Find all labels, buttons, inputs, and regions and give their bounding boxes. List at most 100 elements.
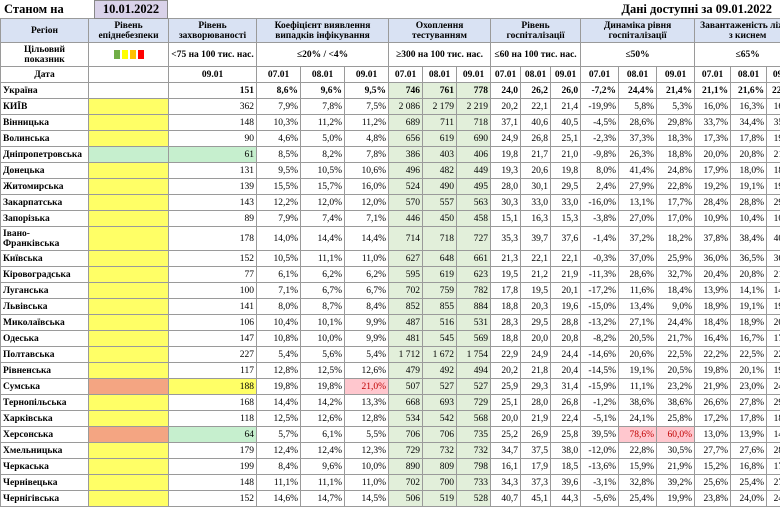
det-cell: 4,6%: [257, 131, 301, 147]
legend-swatch-red: [138, 50, 144, 59]
det-cell: 11,2%: [301, 115, 345, 131]
tst-cell: 855: [423, 299, 457, 315]
det-cell: 19,8%: [257, 379, 301, 395]
det-cell: 12,5%: [301, 363, 345, 379]
hsp-cell: 20,8: [551, 331, 581, 347]
oxy-cell: 18,0%: [731, 163, 767, 179]
dyn-cell: -7,2%: [581, 83, 619, 99]
oxy-cell: 13,9%: [731, 427, 767, 443]
det-cell: 7,9%: [257, 211, 301, 227]
hsp-cell: 28,3: [491, 315, 521, 331]
hsp-cell: 17,8: [491, 283, 521, 299]
det-cell: 12,8%: [345, 411, 389, 427]
hsp-cell: 31,4: [551, 379, 581, 395]
hsp-cell: 37,6: [551, 227, 581, 251]
dyn-cell: 2,4%: [581, 179, 619, 195]
oxy-cell: 33,7%: [695, 115, 731, 131]
epidemic-status-table: Регіон Рівень епіднебезпеки Рівень захво…: [0, 18, 780, 507]
oxy-cell: 36,9%: [767, 251, 780, 267]
incidence-cell: 106: [169, 315, 257, 331]
dyn-cell: -15,9%: [581, 379, 619, 395]
incidence-cell: 362: [169, 99, 257, 115]
region-name: Одеська: [1, 331, 89, 347]
target-hosp-dynamics: ≤50%: [581, 43, 695, 67]
hsp-cell: 34,7: [491, 443, 521, 459]
level-cell: [89, 315, 169, 331]
hsp-cell: 20,2: [491, 99, 521, 115]
hsp-cell: 16,3: [521, 211, 551, 227]
region-name: Івано-Франківська: [1, 227, 89, 251]
dyn-cell: -0,3%: [581, 251, 619, 267]
hsp-cell: 21,3: [491, 251, 521, 267]
dyn-cell: -16,0%: [581, 195, 619, 211]
oxy-cell: 28,4%: [695, 195, 731, 211]
oxy-cell: 16,3%: [731, 99, 767, 115]
oxy-cell: 27,8%: [767, 475, 780, 491]
oxy-cell: 22,5%: [731, 347, 767, 363]
oxy-cell: 17,2%: [695, 411, 731, 427]
incidence-cell: 199: [169, 459, 257, 475]
oxy-cell: 21,7%: [767, 267, 780, 283]
det-cell: 8,2%: [301, 147, 345, 163]
dyn-cell: 37,2%: [619, 227, 657, 251]
region-name: Херсонська: [1, 427, 89, 443]
date-cell: 07.01: [257, 67, 301, 83]
oxy-cell: 20,8%: [731, 147, 767, 163]
region-name: Запорізька: [1, 211, 89, 227]
dyn-cell: 60,0%: [657, 427, 695, 443]
det-cell: 4,8%: [345, 131, 389, 147]
det-cell: 10,0%: [301, 331, 345, 347]
incidence-cell: 178: [169, 227, 257, 251]
oxy-cell: 14,1%: [731, 283, 767, 299]
hsp-cell: 25,1: [551, 131, 581, 147]
date-cell: 09.01: [345, 67, 389, 83]
det-cell: 9,6%: [301, 459, 345, 475]
oxy-cell: 20,4%: [695, 267, 731, 283]
det-cell: 12,3%: [345, 443, 389, 459]
oxy-cell: 15,2%: [695, 459, 731, 475]
date-cell: 08.01: [423, 67, 457, 83]
target-incidence: <75 на 100 тис. нас.: [169, 43, 257, 67]
det-cell: 16,0%: [345, 179, 389, 195]
det-cell: 13,3%: [345, 395, 389, 411]
dyn-cell: 32,8%: [619, 475, 657, 491]
hsp-cell: 19,8: [551, 163, 581, 179]
det-cell: 8,4%: [257, 459, 301, 475]
incidence-cell: 188: [169, 379, 257, 395]
dyn-cell: 39,5%: [581, 427, 619, 443]
oxy-cell: 19,5%: [767, 299, 780, 315]
hsp-cell: 21,0: [551, 147, 581, 163]
region-name: Сумська: [1, 379, 89, 395]
oxy-cell: 19,8%: [695, 363, 731, 379]
tst-cell: 852: [389, 299, 423, 315]
det-cell: 6,7%: [345, 283, 389, 299]
dyn-cell: 13,4%: [619, 299, 657, 315]
level-cell: [89, 491, 169, 507]
hsp-cell: 29,5: [551, 179, 581, 195]
dyn-cell: 18,8%: [657, 147, 695, 163]
incidence-cell: 77: [169, 267, 257, 283]
hsp-cell: 28,0: [521, 395, 551, 411]
hsp-cell: 35,3: [491, 227, 521, 251]
level-cell: [89, 147, 169, 163]
target-testing: ≥300 на 100 тис. нас.: [389, 43, 491, 67]
hsp-cell: 19,3: [491, 163, 521, 179]
dyn-cell: 8,0%: [581, 163, 619, 179]
dyn-cell: 24,4%: [619, 83, 657, 99]
tst-cell: 661: [457, 251, 491, 267]
det-cell: 12,4%: [257, 443, 301, 459]
oxy-cell: 18,7%: [767, 163, 780, 179]
region-name: Миколаївська: [1, 315, 89, 331]
oxy-cell: 38,4%: [731, 227, 767, 251]
tst-cell: 406: [457, 147, 491, 163]
det-cell: 10,0%: [345, 459, 389, 475]
hsp-cell: 26,8: [521, 131, 551, 147]
date-cell: 07.01: [491, 67, 521, 83]
det-cell: 6,7%: [301, 283, 345, 299]
